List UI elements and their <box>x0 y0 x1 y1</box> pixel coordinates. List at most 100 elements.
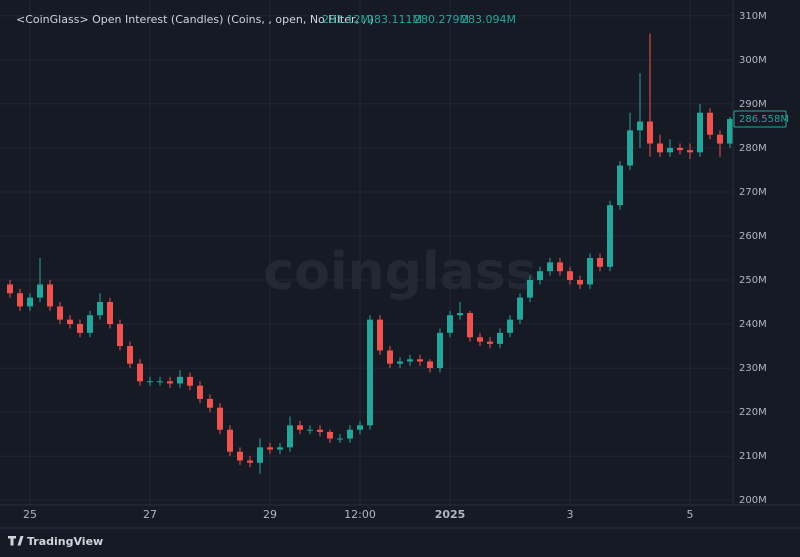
candle-body <box>157 381 163 383</box>
candle-body <box>297 425 303 430</box>
y-tick-label: 220M <box>739 407 767 418</box>
x-tick-label: 2025 <box>435 508 466 521</box>
candle-body <box>17 293 23 307</box>
candle-body <box>417 359 423 362</box>
candle-body <box>77 324 83 333</box>
candle-body <box>377 319 383 351</box>
candle-body <box>97 302 103 316</box>
y-tick-label: 250M <box>739 275 767 286</box>
candle-body <box>37 284 43 298</box>
y-tick-label: 240M <box>739 319 767 330</box>
candle-body <box>337 438 343 440</box>
x-tick-label: 25 <box>23 508 37 521</box>
candle-body <box>577 280 583 285</box>
candle-body <box>27 297 33 307</box>
candle-body <box>117 324 123 347</box>
candle-body <box>567 271 573 281</box>
y-tick-label: 310M <box>739 11 767 22</box>
candle-body <box>667 147 673 153</box>
legend-close: 283.094M <box>461 13 516 26</box>
candle-body <box>407 359 413 362</box>
legend-low: 280.279M <box>414 13 469 26</box>
candle-body <box>207 398 213 408</box>
candle-body <box>587 258 593 285</box>
candle-body <box>527 280 533 298</box>
candle-body <box>707 112 713 135</box>
candle-body <box>147 381 153 383</box>
candle-body <box>127 346 133 364</box>
candle-body <box>107 302 113 325</box>
x-tick-label: 3 <box>567 508 574 521</box>
y-tick-label: 280M <box>739 143 767 154</box>
candle-body <box>477 337 483 342</box>
candle-body <box>387 350 393 364</box>
candle-body <box>197 385 203 399</box>
x-tick-label: 5 <box>687 508 694 521</box>
legend-high: 283.111M <box>367 13 422 26</box>
candle-body <box>487 341 493 344</box>
candles <box>7 33 733 474</box>
candle-body <box>257 447 263 463</box>
candle-body <box>177 376 183 384</box>
candle-body <box>217 407 223 430</box>
candle-body <box>247 460 253 463</box>
candle-body <box>67 319 73 325</box>
candle-body <box>187 376 193 386</box>
candle-body <box>167 381 173 384</box>
y-tick-label: 260M <box>739 231 767 242</box>
candle-body <box>427 361 433 369</box>
candle-body <box>697 112 703 153</box>
y-tick-label: 290M <box>739 99 767 110</box>
candle-body <box>617 165 623 206</box>
grid <box>0 0 733 505</box>
candle-body <box>597 258 603 267</box>
candle-body <box>357 425 363 430</box>
candle-body <box>727 119 733 144</box>
watermark: coinglass <box>263 242 536 302</box>
candle-body <box>517 297 523 320</box>
y-tick-label: 210M <box>739 451 767 462</box>
candle-body <box>717 134 723 144</box>
candle-body <box>457 313 463 316</box>
candle-body <box>557 262 563 272</box>
last-price-box <box>733 110 787 128</box>
legend-title: <CoinGlass> Open Interest (Candles) (Coi… <box>16 13 374 26</box>
candle-body <box>437 332 443 369</box>
candle-body <box>137 363 143 382</box>
candle-body <box>627 130 633 166</box>
candle-body <box>7 284 13 294</box>
candle-body <box>397 361 403 364</box>
candle-body <box>657 143 663 153</box>
candle-body <box>317 429 323 432</box>
candle-body <box>507 319 513 333</box>
candle-body <box>467 313 473 338</box>
legend-open: 281.12M <box>322 13 370 26</box>
tradingview-logo <box>8 536 24 546</box>
candle-body <box>57 306 63 320</box>
candle-body <box>677 147 683 151</box>
candle-body <box>277 447 283 450</box>
candle-body <box>287 425 293 448</box>
footer-brand: TradingView <box>27 535 103 548</box>
candle-body <box>307 429 313 431</box>
x-tick-label: 12:00 <box>344 508 376 521</box>
x-tick-label: 27 <box>143 508 157 521</box>
candle-body <box>347 429 353 439</box>
candle-body <box>547 262 553 272</box>
candle-body <box>637 121 643 131</box>
candle-body <box>687 150 693 153</box>
candle-body <box>87 315 93 333</box>
candle-body <box>447 315 453 333</box>
y-tick-label: 230M <box>739 363 767 374</box>
candle-body <box>537 271 543 281</box>
last-price-label: 286.558M <box>739 114 789 125</box>
candle-body <box>327 431 333 439</box>
x-tick-label: 29 <box>263 508 277 521</box>
candle-body <box>367 319 373 426</box>
candle-body <box>47 284 53 307</box>
candle-body <box>227 429 233 452</box>
y-tick-label: 270M <box>739 187 767 198</box>
